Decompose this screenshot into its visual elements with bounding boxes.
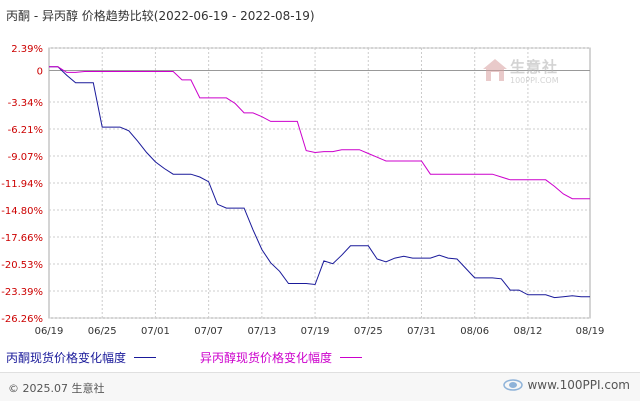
- x-tick-label: 08/19: [576, 326, 605, 337]
- x-tick-label: 07/13: [247, 326, 276, 337]
- y-tick-label: -26.26%: [1, 314, 43, 325]
- legend-item-acetone: 丙酮现货价格变化幅度: [6, 349, 157, 366]
- legend-label-acetone: 丙酮现货价格变化幅度: [6, 351, 127, 365]
- watermark-text: 生意社: [510, 58, 559, 76]
- footer-copyright: © 2025.07 生意社: [8, 382, 105, 395]
- watermark-logo-icon: [483, 59, 507, 81]
- y-tick-label: -17.66%: [1, 233, 43, 244]
- isopropanol-series-line: [49, 66, 590, 200]
- chart-plot: 2.39% 0 -3.34% -6.21% -9.07% -11.94% -14.80% -1…: [1, 44, 604, 337]
- legend-swatch-acetone: [134, 357, 157, 358]
- legend-item-isopropanol: 异丙醇现货价格变化幅度: [200, 349, 363, 366]
- watermark-url: 100PPI.COM: [510, 76, 559, 85]
- y-tick-label: -9.07%: [8, 152, 43, 163]
- grid-layer: [49, 47, 590, 319]
- legend-label-isopropanol: 异丙醇现货价格变化幅度: [200, 351, 333, 365]
- y-tick-label: -14.80%: [1, 206, 43, 217]
- y-tick-label: 0: [37, 67, 43, 78]
- x-tick-label: 07/31: [407, 326, 436, 337]
- x-tick-label: 07/25: [354, 326, 383, 337]
- x-tick-label: 06/25: [88, 326, 117, 337]
- axis-layer: 2.39% 0 -3.34% -6.21% -9.07% -11.94% -14.80% -1…: [1, 44, 604, 337]
- y-tick-label: -3.34%: [8, 98, 43, 109]
- legend-swatch-isopropanol: [340, 357, 363, 358]
- y-tick-label: 2.39%: [11, 44, 43, 55]
- footer: © 2025.07 生意社 www.100PPI.com: [0, 372, 640, 401]
- x-tick-label: 08/06: [460, 326, 489, 337]
- site-logo-icon: [503, 379, 524, 391]
- acetone-series-line: [49, 66, 590, 299]
- y-tick-label: -23.39%: [1, 287, 43, 298]
- watermark: 生意社 100PPI.COM: [478, 56, 588, 92]
- footer-site[interactable]: www.100PPI.com: [503, 378, 630, 392]
- x-tick-label: 06/19: [35, 326, 64, 337]
- y-tick-label: -20.53%: [1, 260, 43, 271]
- x-tick-label: 07/19: [301, 326, 330, 337]
- y-tick-label: -6.21%: [8, 125, 43, 136]
- x-tick-label: 07/07: [194, 326, 223, 337]
- y-tick-label: -11.94%: [1, 179, 43, 190]
- x-tick-label: 08/12: [514, 326, 543, 337]
- chart-title: 丙酮 - 异丙醇 价格趋势比较(2022-06-19 - 2022-08-19): [6, 9, 315, 23]
- series-layer: [49, 66, 590, 299]
- x-tick-label: 07/01: [141, 326, 170, 337]
- footer-site-url[interactable]: www.100PPI.com: [527, 378, 630, 392]
